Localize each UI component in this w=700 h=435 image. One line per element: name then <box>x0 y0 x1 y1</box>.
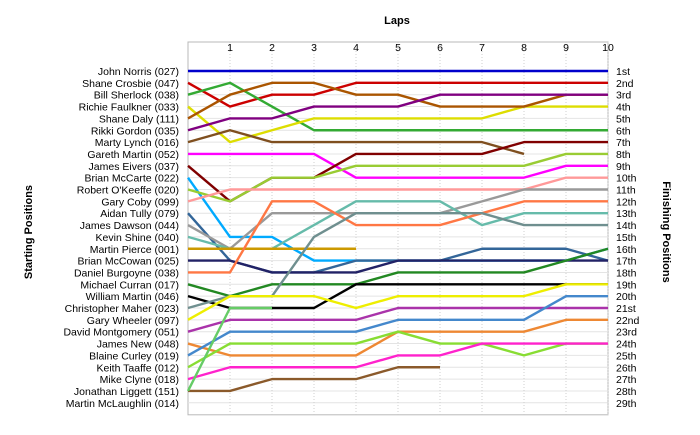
finishing-label: 11th <box>616 185 636 197</box>
x-tick-label: 1 <box>227 42 233 54</box>
series-line <box>187 81 608 120</box>
finishing-label: 12th <box>616 196 637 208</box>
finishing-label: 16th <box>616 244 637 256</box>
x-tick-labels: 1 2 3 4 5 6 7 8 9 10 <box>227 42 614 54</box>
finishing-label: 3rd <box>616 90 631 102</box>
finishing-label: 24th <box>616 339 637 351</box>
x-tick-label: 8 <box>521 42 527 54</box>
finishing-label: 26th <box>616 362 637 374</box>
finishing-label: 19th <box>616 279 637 291</box>
finishing-label: 15th <box>616 232 637 244</box>
driver-label: Kevin Shine (040) <box>96 232 179 244</box>
x-tick-label: 5 <box>395 42 401 54</box>
chart-title: Laps <box>384 15 410 27</box>
series-line <box>187 306 608 333</box>
driver-label: Brian McCowan (025) <box>77 256 179 268</box>
driver-label: James New (048) <box>97 339 179 351</box>
driver-label: Mike Clyne (018) <box>100 374 179 386</box>
series-line <box>187 93 608 132</box>
series-line <box>187 129 525 156</box>
finishing-label: 5th <box>616 113 631 125</box>
driver-label: Rikki Gordon (035) <box>91 125 179 137</box>
driver-label: Marty Lynch (016) <box>95 137 179 149</box>
driver-label: John Norris (027) <box>98 66 179 78</box>
series-line <box>188 259 608 274</box>
finishing-label: 6th <box>616 125 631 137</box>
y-axis-left-label: Starting Positions <box>23 185 35 279</box>
x-tick-label: 6 <box>437 42 443 54</box>
finishing-label: 17th <box>616 256 637 268</box>
driver-label: Aidan Tully (079) <box>100 208 179 220</box>
x-tick-label: 9 <box>563 42 569 54</box>
series-line <box>187 330 608 369</box>
finishing-label: 2nd <box>616 78 634 90</box>
finishing-label: 27th <box>616 374 637 386</box>
finishing-label: 28th <box>616 386 637 398</box>
driver-label: Gareth Martin (052) <box>87 149 179 161</box>
finishing-label: 14th <box>616 220 637 232</box>
driver-label: Brian McCarte (022) <box>84 173 179 185</box>
finishing-label: 21st <box>616 303 636 315</box>
finishing-label: 25th <box>616 350 637 362</box>
finishing-position-labels: 1st2nd3rd4th5th6th7th8th9th10th11th12th1… <box>616 66 640 410</box>
y-axis-right-label: Finishing Positions <box>660 181 672 282</box>
finishing-label: 9th <box>616 161 631 173</box>
x-tick-label: 3 <box>311 42 317 54</box>
series-line <box>187 176 608 203</box>
driver-label: Richie Faulkner (033) <box>79 102 179 114</box>
driver-label: Robert O'Keeffe (020) <box>77 185 179 197</box>
driver-label: Shane Crosbie (047) <box>82 78 179 90</box>
driver-label: Michael Curran (017) <box>80 279 179 291</box>
x-tick-label: 10 <box>602 42 614 54</box>
driver-label: Bill Sherlock (038) <box>94 90 179 102</box>
finishing-label: 23rd <box>616 327 637 339</box>
finishing-label: 1st <box>616 66 630 78</box>
series-line <box>187 283 608 321</box>
series-line <box>187 247 609 298</box>
series-line <box>187 81 608 132</box>
series-line <box>187 294 608 357</box>
driver-label: James Eivers (037) <box>89 161 179 173</box>
finishing-label: 13th <box>616 208 637 220</box>
driver-label: David Montgomery (051) <box>63 327 179 339</box>
x-tick-label: 2 <box>269 42 275 54</box>
driver-label: Martin McLaughlin (014) <box>66 398 179 410</box>
finishing-label: 8th <box>616 149 631 161</box>
finishing-label: 10th <box>616 173 637 185</box>
finishing-label: 22nd <box>616 315 640 327</box>
series-line <box>188 200 608 274</box>
finishing-label: 18th <box>616 267 637 279</box>
driver-label: Gary Wheeler (097) <box>87 315 179 327</box>
driver-label: Daniel Burgoyne (038) <box>74 267 179 279</box>
grid <box>187 41 609 416</box>
driver-label: Martin Pierce (001) <box>90 244 179 256</box>
x-tick-label: 4 <box>353 42 359 54</box>
series-line <box>188 152 608 179</box>
series-line <box>187 152 608 203</box>
finishing-label: 7th <box>616 137 631 149</box>
driver-label: James Dawson (044) <box>80 220 179 232</box>
driver-label: Blaine Curley (019) <box>89 350 179 362</box>
driver-label: Christopher Maher (023) <box>65 303 179 315</box>
x-tick-label: 7 <box>479 42 485 54</box>
driver-label: William Martin (046) <box>86 291 179 303</box>
series-line <box>186 306 272 392</box>
series-lines <box>186 69 609 393</box>
driver-label: Gary Coby (099) <box>101 196 179 208</box>
driver-label: Keith Taaffe (012) <box>96 362 179 374</box>
finishing-label: 20th <box>616 291 637 303</box>
series-line <box>188 366 440 393</box>
driver-label: Jonathan Liggett (151) <box>74 386 179 398</box>
finishing-label: 4th <box>616 102 631 114</box>
finishing-label: 29th <box>616 398 637 410</box>
series-line <box>187 105 608 144</box>
series-line <box>187 342 608 381</box>
driver-label: Shane Daly (111) <box>99 113 179 125</box>
starting-position-labels: John Norris (027)Shane Crosbie (047)Bill… <box>63 66 179 410</box>
